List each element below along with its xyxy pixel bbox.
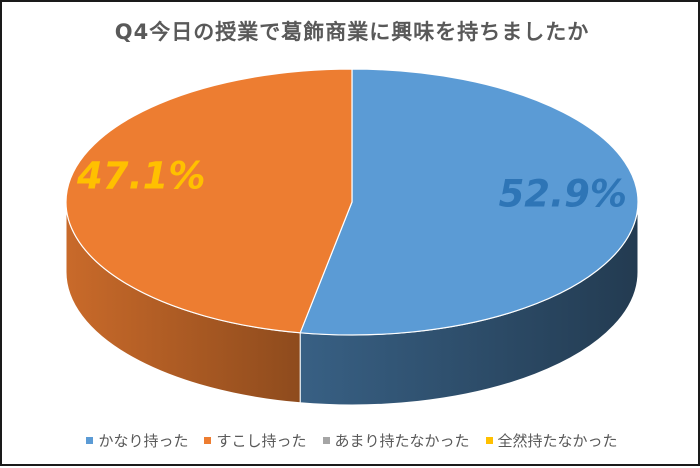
legend-label: 全然持たなかった — [497, 432, 618, 450]
legend-label: あまり持たなかった — [334, 432, 470, 450]
legend-label: かなり持った — [98, 432, 189, 450]
legend-swatch — [322, 437, 330, 444]
legend-item-3: あまり持たなかった — [322, 430, 470, 451]
pie-slice-2 — [65, 68, 353, 334]
data-label-1: 52.9% — [499, 172, 627, 215]
pie-slice-1 — [299, 68, 639, 336]
legend-item-1: かなり持った — [86, 430, 188, 451]
legend: かなり持った すこし持った あまり持たなかった 全然持たなかった — [2, 430, 700, 451]
legend-swatch — [485, 437, 493, 444]
legend-item-4: 全然持たなかった — [485, 430, 618, 451]
chart-title: Q4今日の授業で葛飾商業に興味を持ちましたか — [114, 20, 590, 44]
legend-item-2: すこし持った — [204, 430, 307, 451]
legend-label: すこし持った — [216, 432, 307, 450]
legend-swatch — [86, 437, 94, 444]
data-label-2: 47.1% — [76, 155, 205, 198]
legend-swatch — [204, 437, 212, 444]
